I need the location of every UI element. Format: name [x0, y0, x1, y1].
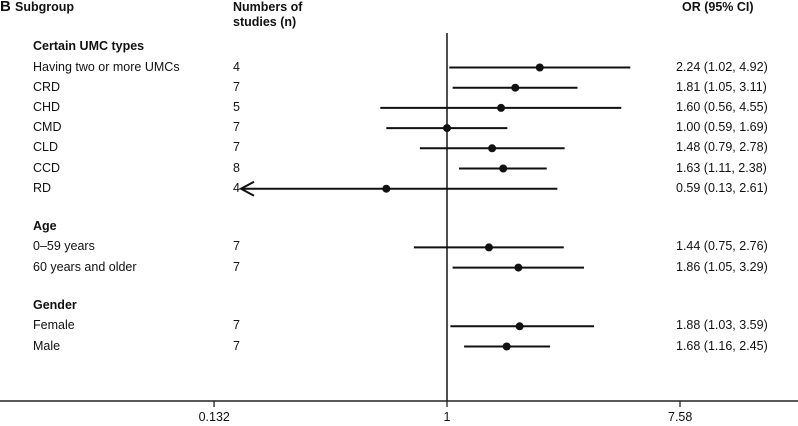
row-label: CHD	[33, 99, 61, 114]
group-title: Gender	[33, 297, 77, 312]
row-study-count: 7	[233, 140, 240, 155]
row-label: CLD	[33, 140, 59, 155]
row-or-text: 0.59 (0.13, 2.61)	[676, 180, 768, 195]
row-study-count: 4	[233, 180, 240, 195]
row-study-count: 7	[233, 259, 240, 274]
header-studies-line2: studies (n)	[233, 15, 297, 29]
row-study-count: 7	[233, 239, 240, 254]
row-study-count: 5	[233, 99, 240, 114]
row-study-count: 7	[233, 120, 240, 135]
point-estimate	[484, 243, 493, 252]
point-estimate	[499, 164, 508, 173]
header-subgroup: Subgroup	[15, 0, 75, 14]
row-study-count: 4	[233, 59, 240, 74]
panel-label: B	[0, 0, 11, 15]
point-estimate	[515, 322, 524, 331]
header-or-ci: OR (95% CI)	[682, 0, 754, 14]
row-or-text: 1.44 (0.75, 2.76)	[676, 239, 768, 254]
point-estimate	[488, 144, 497, 153]
row-or-text: 1.86 (1.05, 3.29)	[676, 259, 768, 274]
row-label: Having two or more UMCs	[33, 59, 180, 74]
row-study-count: 8	[233, 160, 240, 175]
row-study-count: 7	[233, 338, 240, 353]
point-estimate	[382, 184, 391, 193]
row-label: Male	[33, 338, 61, 353]
row-label: Female	[33, 318, 75, 333]
header-studies-line1: Numbers of	[233, 0, 303, 14]
row-study-count: 7	[233, 79, 240, 94]
x-tick-label: 7.58	[668, 410, 693, 424]
row-or-text: 2.24 (1.02, 4.92)	[676, 59, 768, 74]
row-label: CCD	[33, 160, 61, 175]
row-or-text: 1.63 (1.11, 2.38)	[676, 160, 767, 175]
row-or-text: 1.48 (0.79, 2.78)	[676, 140, 768, 155]
row-or-text: 1.68 (1.16, 2.45)	[676, 338, 768, 353]
group-title: Certain UMC types	[33, 39, 145, 53]
row-or-text: 1.88 (1.03, 3.59)	[676, 318, 768, 333]
row-or-text: 1.60 (0.56, 4.55)	[676, 99, 768, 114]
row-or-text: 1.00 (0.59, 1.69)	[676, 120, 768, 135]
row-label: CMD	[33, 120, 62, 135]
group-title: Age	[33, 218, 57, 233]
row-label: 60 years and older	[33, 259, 137, 274]
ci-arrow-left	[238, 180, 255, 197]
row-label: 0–59 years	[33, 239, 95, 254]
point-estimate	[514, 263, 523, 272]
point-estimate	[502, 342, 511, 351]
point-estimate	[497, 103, 506, 112]
x-tick-label: 0.132	[198, 410, 230, 424]
row-label: CRD	[33, 79, 61, 94]
row-or-text: 1.81 (1.05, 3.11)	[676, 79, 767, 94]
point-estimate	[535, 63, 544, 72]
x-tick-label: 1	[443, 410, 451, 424]
row-study-count: 7	[233, 318, 240, 333]
point-estimate	[443, 124, 451, 133]
row-label: RD	[33, 180, 52, 195]
point-estimate	[511, 83, 520, 92]
